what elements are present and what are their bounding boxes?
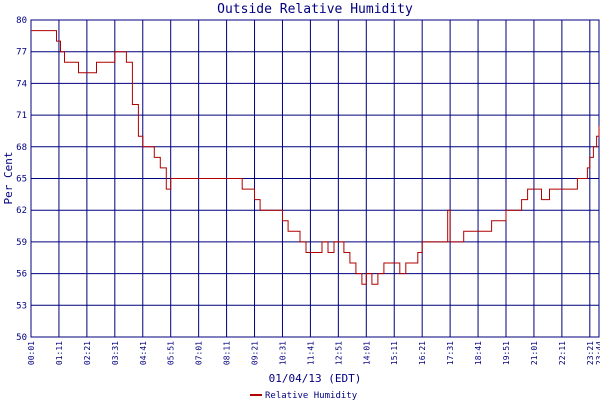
y-tick-label: 65: [16, 175, 27, 185]
y-tick-label: 74: [16, 79, 27, 89]
y-tick-label: 50: [16, 333, 27, 343]
x-tick-label: 09:21: [251, 341, 260, 365]
legend-label: Relative Humidity: [265, 391, 358, 400]
x-tick-label: 11:41: [306, 341, 315, 365]
y-tick-label: 68: [16, 143, 27, 153]
x-tick-label: 07:01: [195, 341, 204, 365]
x-axis-label: 01/04/13 (EDT): [269, 372, 362, 385]
y-tick-label: 56: [16, 270, 27, 280]
x-axis: 00:01 01:11 02:21 03:31 04:41 05:51 07:01 08:11…: [27, 341, 600, 365]
grid: [30, 19, 600, 338]
x-tick-label: 17:31: [446, 341, 455, 365]
y-tick-label: 59: [16, 238, 27, 248]
y-tick-label: 77: [16, 48, 27, 58]
chart-title: Outside Relative Humidity: [217, 2, 413, 17]
x-tick-label: 14:01: [362, 341, 371, 365]
series-line-relative-humidity: [31, 30, 600, 285]
x-tick-label: 01:11: [55, 341, 64, 365]
plot-frame: [30, 19, 600, 338]
x-tick-label: 23:44: [595, 341, 600, 365]
x-tick-label: 08:11: [223, 341, 232, 365]
x-tick-label: 02:21: [83, 341, 92, 365]
x-tick-label: 03:31: [111, 341, 120, 365]
x-tick-label: 23:21: [586, 341, 595, 365]
y-tick-label: 80: [16, 16, 27, 26]
y-axis: 50 53 56 59 62 65 68 71 74 77 80: [16, 16, 27, 343]
y-tick-label: 71: [16, 111, 27, 121]
x-tick-label: 10:31: [278, 341, 287, 365]
x-tick-label: 04:41: [139, 341, 148, 365]
x-tick-label: 05:51: [167, 341, 176, 365]
x-tick-label: 00:01: [27, 341, 36, 365]
x-tick-label: 19:51: [502, 341, 511, 365]
y-tick-label: 53: [16, 301, 27, 311]
x-tick-label: 12:51: [334, 341, 343, 365]
y-tick-label: 62: [16, 206, 27, 216]
legend: Relative Humidity: [250, 391, 358, 400]
x-tick-label: 21:01: [530, 341, 539, 365]
x-tick-label: 18:41: [474, 341, 483, 365]
x-tick-label: 16:21: [418, 341, 427, 365]
x-tick-label: 22:11: [558, 341, 567, 365]
x-tick-label: 15:11: [390, 341, 399, 365]
y-axis-label: Per Cent: [2, 152, 15, 205]
